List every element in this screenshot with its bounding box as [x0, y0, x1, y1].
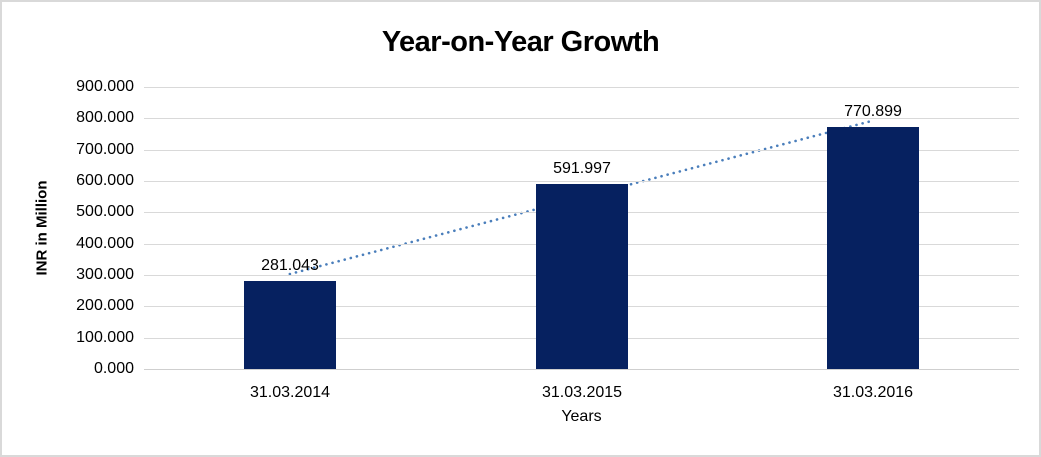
gridline — [144, 181, 1019, 182]
x-axis-line — [144, 369, 1019, 370]
chart-title: Year-on-Year Growth — [381, 26, 660, 58]
bar — [827, 127, 919, 369]
y-tick-label: 0.000 — [93, 360, 134, 377]
bar — [244, 281, 336, 369]
x-tick-label: 31.03.2015 — [541, 384, 623, 401]
y-tick-label: 700.000 — [76, 141, 134, 158]
gridline — [144, 150, 1019, 151]
y-tick-label: 600.000 — [76, 172, 134, 189]
gridline — [144, 118, 1019, 119]
gridline — [144, 87, 1019, 88]
y-tick-label: 100.000 — [76, 329, 134, 346]
y-tick-label: 300.000 — [76, 266, 134, 283]
bar-data-label: 591.997 — [553, 160, 611, 177]
y-tick-label: 900.000 — [76, 78, 134, 95]
x-tick-label: 31.03.2016 — [832, 384, 914, 401]
bar — [536, 184, 628, 369]
y-tick-label: 800.000 — [76, 109, 134, 126]
y-axis-title: INR in Million — [33, 180, 51, 276]
bar-data-label: 281.043 — [261, 257, 319, 274]
y-tick-label: 500.000 — [76, 203, 134, 220]
y-tick-label: 200.000 — [76, 297, 134, 314]
x-axis-title: Years — [561, 408, 602, 425]
bar-data-label: 770.899 — [844, 103, 902, 120]
x-tick-label: 31.03.2014 — [249, 384, 331, 401]
y-tick-label: 400.000 — [76, 235, 134, 252]
